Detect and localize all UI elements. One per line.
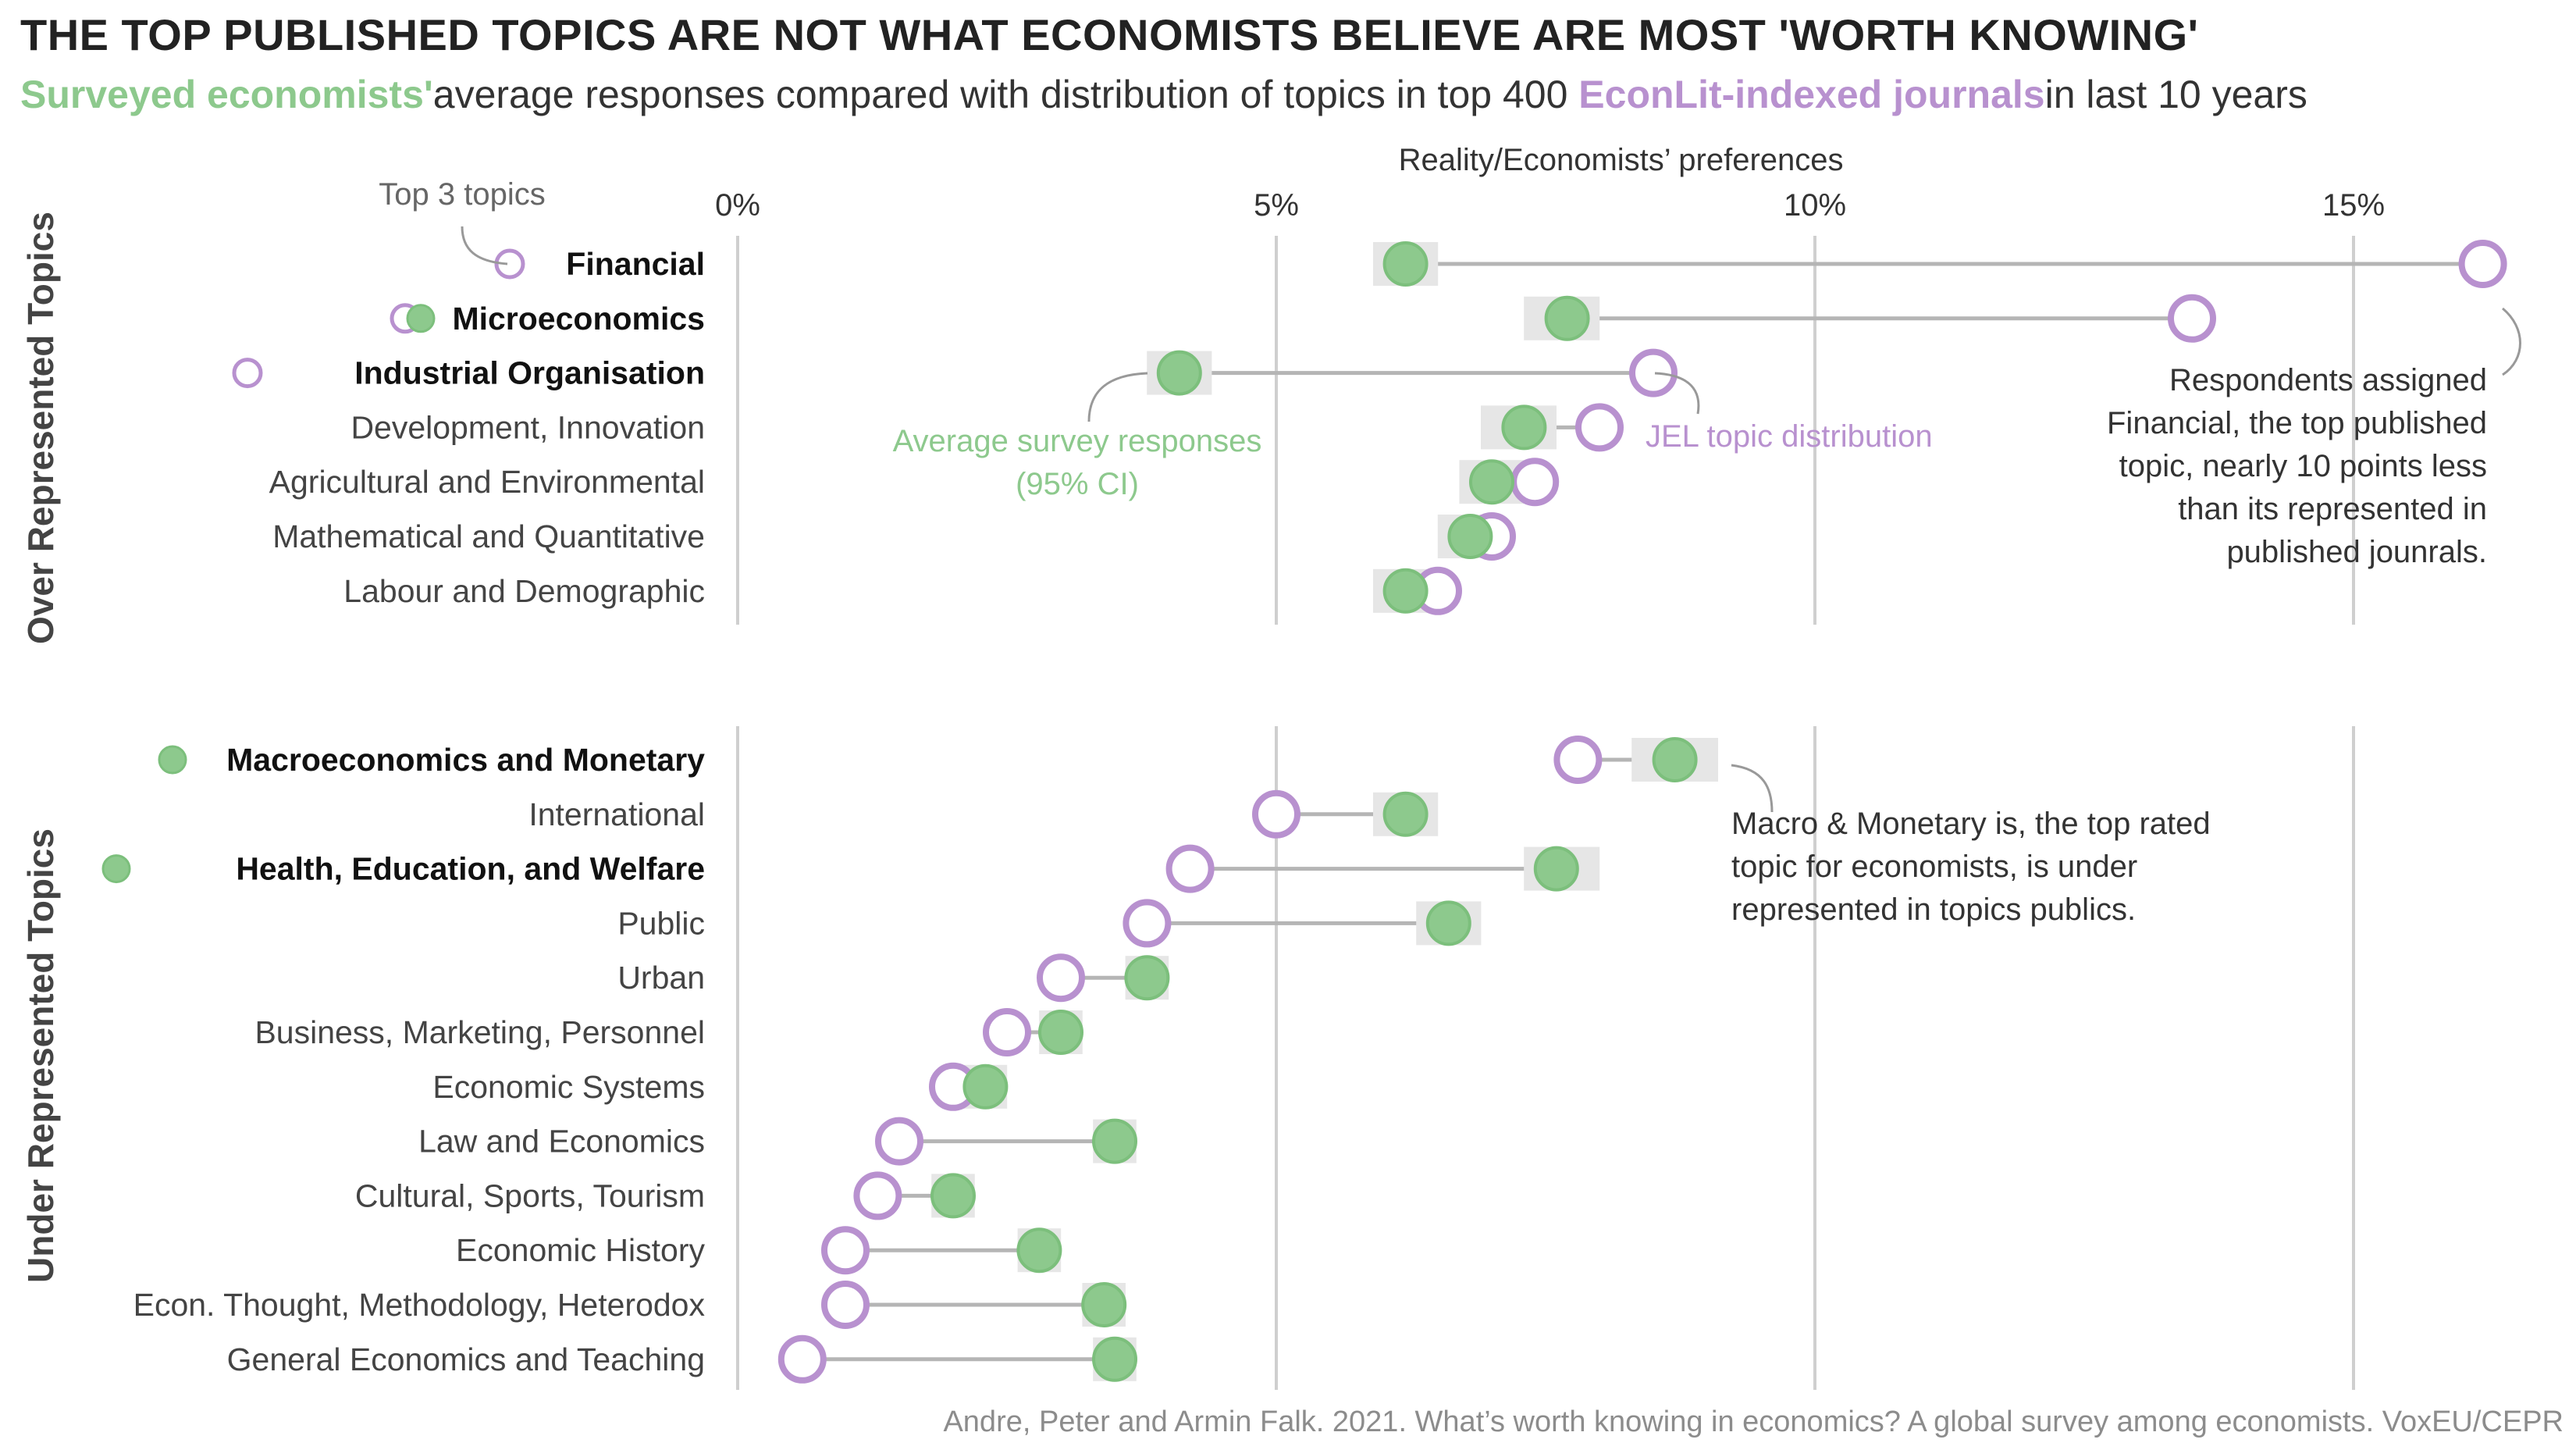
topic-label: Agricultural and Environmental <box>269 464 705 500</box>
survey-point <box>1382 568 1429 614</box>
topic-label: Labour and Demographic <box>343 573 705 609</box>
tick-label: 0% <box>715 188 760 223</box>
jel-point <box>2458 240 2507 288</box>
financial-annotation: Respondents assigned <box>2169 363 2487 397</box>
topic-label: Econ. Thought, Methodology, Heterodox <box>133 1287 706 1323</box>
survey-point <box>1533 846 1579 892</box>
jel-point <box>2168 294 2216 343</box>
jel-point <box>1629 348 1678 397</box>
financial-leader <box>2502 307 2521 376</box>
subtitle-survey-term: Surveyed economists' <box>20 73 433 116</box>
jel-point <box>1575 403 1624 452</box>
financial-annotation: than its represented in <box>2178 492 2487 526</box>
chart-subtitle: Surveyed economists'average responses co… <box>20 72 2307 117</box>
survey-marker-key <box>406 304 436 333</box>
chart-title: THE TOP PUBLISHED TOPICS ARE NOT WHAT EC… <box>20 10 2199 59</box>
financial-annotation: published jounrals. <box>2226 535 2487 569</box>
topic-label: Industrial Organisation <box>354 355 705 391</box>
macro-annotation: Macro & Monetary is, the top rated <box>1731 807 2211 841</box>
tick-label: 15% <box>2322 188 2385 223</box>
jel-point <box>983 1008 1031 1056</box>
survey-point <box>1124 955 1170 1001</box>
jel-point <box>1165 844 1215 893</box>
topic-label: Financial <box>566 246 705 282</box>
topic-label: Economic Systems <box>432 1069 705 1105</box>
survey-marker-key <box>101 854 131 884</box>
survey-point <box>1081 1282 1127 1327</box>
topic-label: Public <box>617 905 705 941</box>
jel-point <box>1553 736 1603 784</box>
panel-title: Over Represented Topics <box>20 212 61 644</box>
jel-point <box>821 1281 870 1329</box>
top3-leader <box>461 226 508 265</box>
survey-point <box>1156 350 1202 396</box>
jel-leader <box>1654 372 1700 415</box>
survey-point <box>1469 459 1514 505</box>
survey-marker-key <box>158 745 187 775</box>
subtitle-journals-term: EconLit-indexed journals <box>1578 73 2045 116</box>
jel-point <box>1510 458 1560 507</box>
source-citation: Andre, Peter and Armin Falk. 2021. What’… <box>943 1405 2564 1438</box>
axis-title: Reality/Economists’ preferences <box>1399 143 1844 177</box>
topic-label: Macroeconomics and Monetary <box>226 742 705 778</box>
topic-label: Mathematical and Quantitative <box>272 518 705 554</box>
macro-leader <box>1731 764 1774 813</box>
topic-label: Microeconomics <box>452 301 705 337</box>
financial-annotation: Financial, the top published <box>2107 406 2487 440</box>
topic-label: Urban <box>617 960 705 996</box>
survey-point <box>1092 1118 1137 1164</box>
survey-point <box>1501 404 1547 451</box>
topic-label: International <box>528 796 705 832</box>
survey-point <box>1382 241 1429 287</box>
survey-point <box>1447 514 1493 559</box>
macro-annotation: topic for economists, is under <box>1731 850 2137 884</box>
topic-label: Cultural, Sports, Tourism <box>355 1177 705 1213</box>
top3-annotation: Top 3 topics <box>379 177 545 212</box>
tick-label: 10% <box>1784 188 1846 223</box>
financial-annotation: topic, nearly 10 points less <box>2119 449 2487 483</box>
topic-label: Development, Innovation <box>350 409 705 445</box>
survey-point <box>1092 1336 1137 1382</box>
jel-marker-key <box>232 358 263 389</box>
jel-marker-key <box>494 248 525 280</box>
topic-label: General Economics and Teaching <box>227 1341 705 1377</box>
survey-series-label: Average survey responses <box>893 424 1262 458</box>
jel-point <box>875 1117 923 1166</box>
tick-label: 5% <box>1254 188 1299 223</box>
jel-point <box>777 1334 827 1384</box>
jel-point <box>1123 899 1172 948</box>
survey-point <box>1544 295 1590 341</box>
topic-label: Business, Marketing, Personnel <box>254 1014 705 1050</box>
survey-point <box>962 1063 1009 1110</box>
survey-series-label: (95% CI) <box>1016 467 1139 501</box>
topic-label: Law and Economics <box>418 1124 705 1160</box>
topic-label: Health, Education, and Welfare <box>236 851 705 887</box>
jel-point <box>821 1226 870 1275</box>
topic-label: Economic History <box>456 1232 705 1268</box>
survey-leader <box>1087 372 1148 422</box>
jel-point <box>1252 789 1300 839</box>
panel-title: Under Represented Topics <box>20 828 61 1283</box>
jel-point <box>1037 953 1085 1003</box>
jel-point <box>853 1171 902 1220</box>
subtitle-text-end: in last 10 years <box>2044 73 2307 116</box>
jel-series-label: JEL topic distribution <box>1646 419 1933 454</box>
survey-point <box>1425 900 1471 946</box>
survey-point <box>1016 1227 1062 1274</box>
survey-point <box>1038 1010 1083 1055</box>
survey-point <box>930 1173 976 1219</box>
survey-point <box>1652 737 1698 782</box>
survey-point <box>1382 791 1429 837</box>
macro-annotation: represented in topics publics. <box>1731 892 2136 927</box>
subtitle-text: average responses compared with distribu… <box>432 73 1568 116</box>
